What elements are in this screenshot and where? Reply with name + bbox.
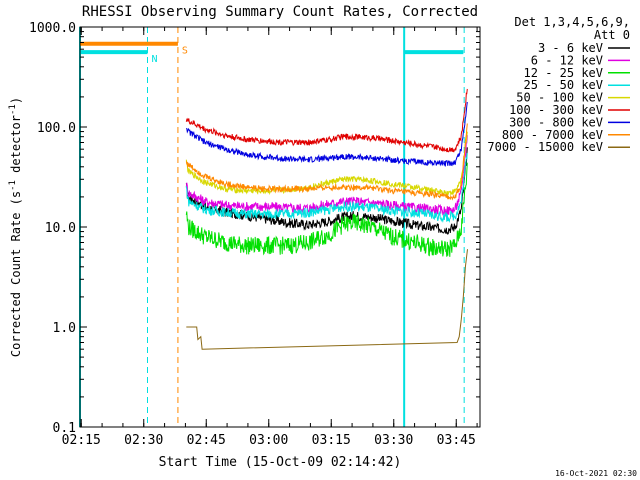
x-axis-label: Start Time (15-Oct-09 02:14:42) (159, 455, 402, 470)
y-axis-label-sup-2: -1 (8, 104, 18, 115)
x-tick-label: 03:30 (374, 433, 413, 448)
chart-title: RHESSI Observing Summary Count Rates, Co… (82, 4, 478, 20)
legend-label: 12 - 25 keV (524, 66, 603, 80)
series-line (186, 249, 468, 350)
y-tick-label: 10.0 (45, 221, 76, 236)
y-tick-label: 1.0 (53, 321, 76, 336)
state-bar-label: S (182, 46, 188, 57)
footer-date: 16-Oct-2021 02:30 (555, 469, 637, 478)
x-axis-ticks: 02:15 02:30 02:45 03:00 03:15 03:30 03:45 (62, 27, 478, 448)
y-tick-label: 100.0 (37, 121, 76, 136)
legend-label: 7000 - 15000 keV (487, 140, 603, 154)
y-tick-label: 1000.0 (29, 21, 76, 36)
legend-title-2: Att 0 (594, 28, 630, 42)
y-axis-ticks: 1000.0 100.0 10.0 1.0 0.1 (29, 21, 480, 436)
y-axis-label: Corrected Count Rate (s-1 detector-1) (8, 97, 23, 357)
series-line (185, 135, 468, 218)
x-tick-label: 02:45 (187, 433, 226, 448)
series-line (185, 152, 468, 223)
series-line (185, 88, 468, 153)
legend-label: 800 - 7000 keV (502, 128, 603, 142)
y-axis-label-end: ) (9, 97, 23, 104)
legend-label: 300 - 800 keV (509, 115, 603, 129)
series-line (185, 131, 468, 198)
series-line (185, 123, 468, 201)
x-tick-label: 03:00 (249, 433, 288, 448)
y-axis-label-main: Corrected Count Rate (s (9, 191, 23, 357)
y-tick-label: 0.1 (53, 421, 76, 436)
legend-label: 3 - 6 keV (538, 41, 603, 55)
x-tick-label: 03:15 (312, 433, 351, 448)
legend-label: 100 - 300 keV (509, 103, 603, 117)
legend-title-1: Det 1,3,4,5,6,9, (514, 15, 630, 29)
state-bar-label: N (152, 54, 158, 65)
series-line (185, 101, 468, 167)
series-layer (185, 88, 468, 350)
x-tick-label: 03:45 (437, 433, 476, 448)
y-axis-label-sup-1: -1 (8, 180, 18, 191)
y-axis-label-tail: detector (9, 115, 23, 180)
legend-label: 50 - 100 keV (516, 91, 603, 105)
x-tick-label: 02:15 (62, 433, 101, 448)
x-tick-label: 02:30 (124, 433, 163, 448)
legend-label: 6 - 12 keV (531, 53, 603, 67)
observing-state-bars: NS (80, 41, 464, 65)
series-line (185, 162, 468, 257)
plot-frame (79, 26, 481, 428)
legend-label: 25 - 50 keV (524, 78, 603, 92)
